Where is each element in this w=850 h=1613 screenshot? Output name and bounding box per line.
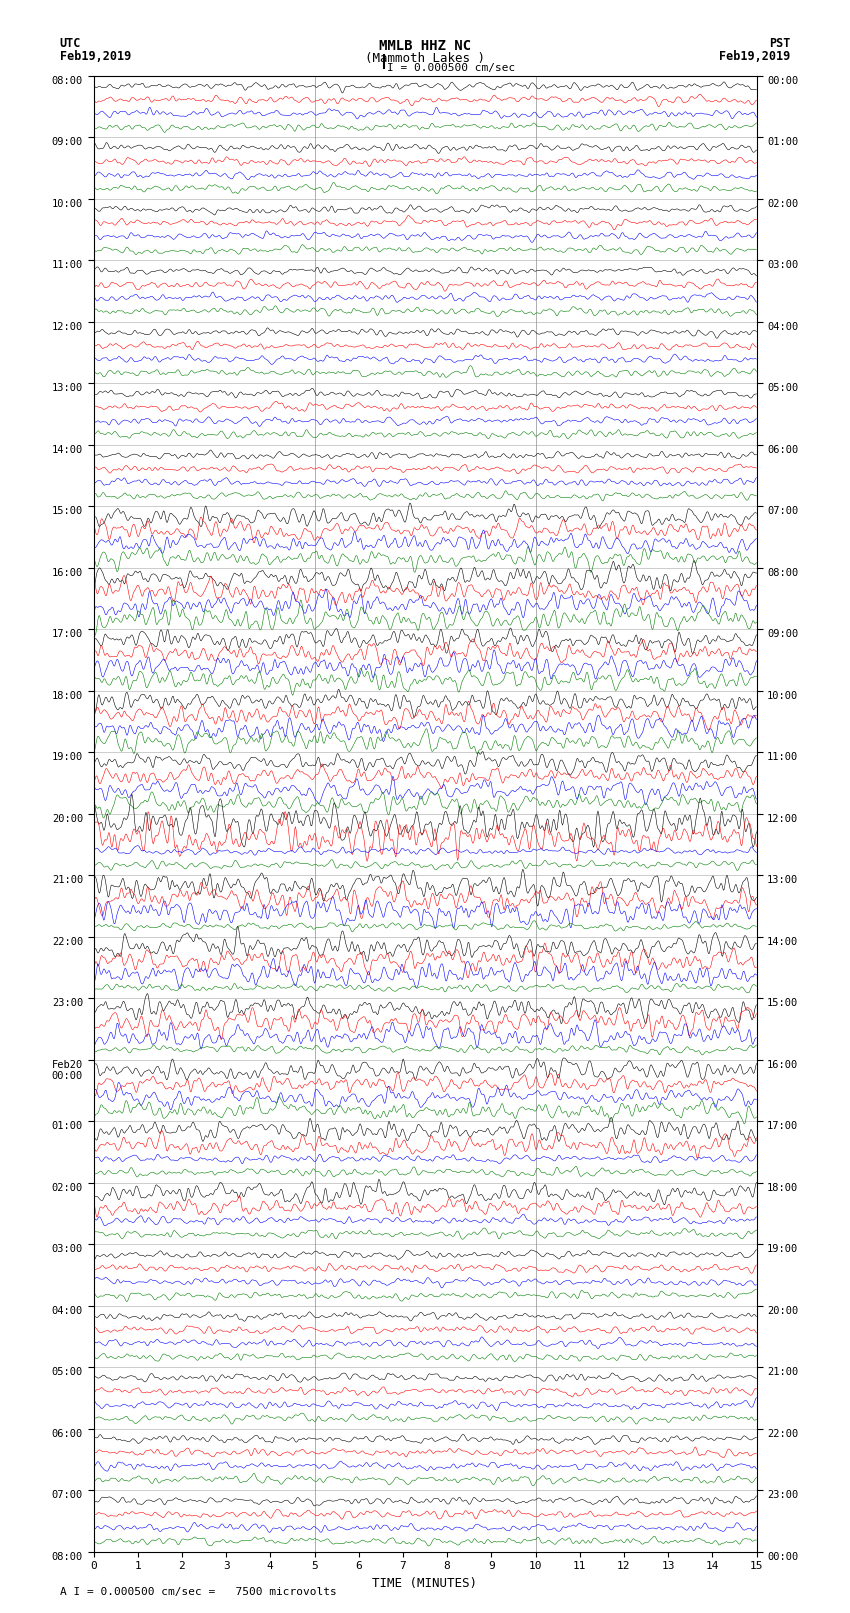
Text: (Mammoth Lakes ): (Mammoth Lakes )	[365, 52, 485, 65]
Text: MMLB HHZ NC: MMLB HHZ NC	[379, 39, 471, 53]
Text: I = 0.000500 cm/sec: I = 0.000500 cm/sec	[387, 63, 515, 73]
Text: Feb19,2019: Feb19,2019	[719, 50, 791, 63]
Text: Feb19,2019: Feb19,2019	[60, 50, 131, 63]
X-axis label: TIME (MINUTES): TIME (MINUTES)	[372, 1578, 478, 1590]
Text: PST: PST	[769, 37, 790, 50]
Text: UTC: UTC	[60, 37, 81, 50]
Text: A I = 0.000500 cm/sec =   7500 microvolts: A I = 0.000500 cm/sec = 7500 microvolts	[60, 1587, 337, 1597]
